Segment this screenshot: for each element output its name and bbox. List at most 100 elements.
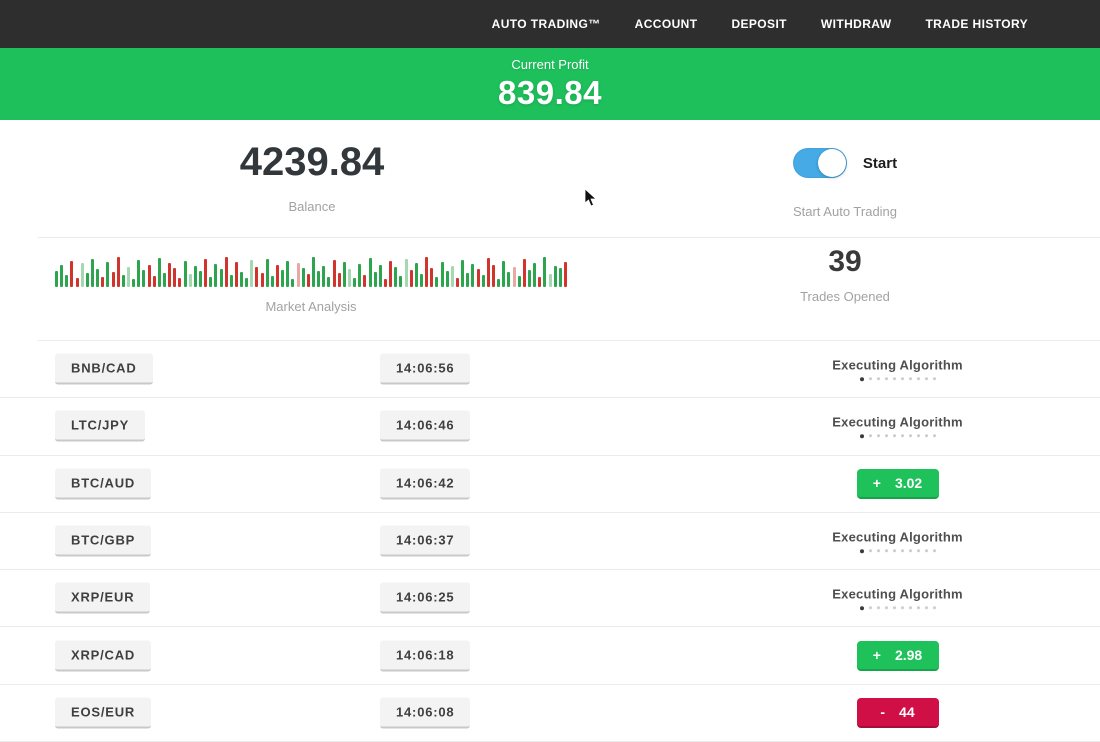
auto-trading-toggle[interactable] [792, 148, 847, 178]
market-bar [121, 275, 125, 287]
status-cell: +3.02 [790, 468, 1005, 499]
market-bar [533, 263, 537, 287]
market-bar [260, 273, 264, 287]
market-bar [455, 278, 459, 287]
trade-row: XRP/CAD 14:06:18 +2.98 [0, 627, 1100, 685]
market-bar [332, 260, 336, 287]
market-bar [476, 269, 480, 287]
market-bar [358, 264, 362, 287]
market-bar [219, 269, 223, 287]
market-bar [430, 268, 434, 287]
pair-badge: EOS/EUR [55, 697, 152, 729]
market-bar [563, 262, 567, 287]
market-bar [419, 274, 423, 287]
market-bar [471, 264, 475, 287]
market-bar [157, 258, 161, 287]
market-bar [168, 263, 172, 287]
market-bar [80, 263, 84, 287]
trades-opened-label: Trades Opened [800, 289, 890, 304]
market-bar [538, 277, 542, 287]
market-bar [281, 270, 285, 287]
market-bar [353, 278, 357, 287]
market-bar [378, 265, 382, 287]
market-bar [137, 260, 141, 287]
auto-trading-block: Start Start Auto Trading [700, 148, 990, 219]
current-profit-label: Current Profit [511, 56, 589, 72]
trade-row: BTC/GBP 14:06:37 Executing Algorithm [0, 512, 1100, 571]
progress-dots [790, 548, 1005, 553]
market-bar [399, 276, 403, 287]
market-bar [183, 261, 187, 287]
executing-algorithm-label: Executing Algorithm [832, 357, 963, 373]
nav-item-withdraw[interactable]: WITHDRAW [820, 17, 892, 31]
market-bar [543, 257, 547, 287]
status-cell: Executing Algorithm [790, 587, 1005, 611]
progress-dots [790, 606, 1005, 611]
profit-badge: +3.02 [856, 468, 939, 499]
market-bar [70, 261, 74, 287]
current-profit-value: 839.84 [498, 73, 602, 111]
market-bar [60, 265, 64, 287]
trade-row: BTC/AUD 14:06:42 +3.02 [0, 455, 1100, 513]
market-analysis-chart [55, 253, 567, 287]
market-bar [132, 279, 136, 287]
market-bar [188, 274, 192, 287]
market-analysis-label: Market Analysis [265, 299, 357, 314]
trade-row: EOS/EUR 14:06:08 -44 [0, 684, 1100, 742]
balance-block: 4239.84 Balance [162, 140, 462, 214]
market-bar [363, 275, 367, 287]
time-badge: 14:06:08 [380, 697, 471, 729]
market-bar [373, 272, 377, 287]
nav-item-account[interactable]: ACCOUNT [634, 17, 698, 31]
nav-item-auto-trading[interactable]: AUTO TRADING™ [491, 17, 601, 31]
status-cell: Executing Algorithm [790, 415, 1005, 439]
market-bar [234, 262, 238, 287]
market-bar [204, 259, 208, 287]
progress-dots [790, 376, 1005, 381]
status-cell: Executing Algorithm [790, 357, 1005, 381]
market-bar [368, 258, 372, 287]
market-bar [404, 259, 408, 287]
toggle-knob-icon [817, 149, 846, 177]
market-bar [486, 258, 490, 287]
market-bar [96, 269, 100, 287]
market-bar [327, 277, 331, 287]
nav-item-trade-history[interactable]: TRADE HISTORY [925, 17, 1028, 31]
market-bar [301, 268, 305, 287]
market-bar [548, 274, 552, 287]
market-bar [440, 262, 444, 287]
pair-badge: BTC/GBP [55, 525, 152, 557]
market-bar [90, 259, 94, 287]
time-badge: 14:06:18 [380, 640, 471, 672]
pair-badge: LTC/JPY [55, 410, 146, 442]
nav-item-deposit[interactable]: DEPOSIT [731, 17, 787, 31]
market-bar [142, 270, 146, 287]
market-bar [507, 272, 511, 287]
market-bar [312, 257, 316, 287]
market-bar [502, 261, 506, 287]
market-bar [198, 271, 202, 287]
market-bar [152, 276, 156, 287]
market-bar [342, 262, 346, 287]
market-bar [250, 260, 254, 287]
trade-row: BNB/CAD 14:06:56 Executing Algorithm [0, 341, 1100, 399]
market-bar [481, 275, 485, 287]
market-bar [276, 265, 280, 287]
market-bar [425, 257, 429, 287]
status-cell: Executing Algorithm [790, 529, 1005, 553]
market-bar [414, 263, 418, 287]
market-bar [209, 277, 213, 287]
status-cell: +2.98 [790, 640, 1005, 671]
status-cell: -44 [790, 697, 1005, 728]
market-bar [173, 268, 177, 287]
market-bar [317, 271, 321, 287]
market-bar [409, 270, 413, 287]
market-bar [306, 274, 310, 287]
balance-label: Balance [288, 199, 336, 214]
market-bar [65, 275, 69, 287]
market-bar [101, 277, 105, 287]
executing-algorithm-label: Executing Algorithm [832, 586, 963, 602]
market-bar [394, 267, 398, 287]
start-auto-trading-label: Start Auto Trading [792, 204, 898, 219]
market-bar [445, 271, 449, 287]
